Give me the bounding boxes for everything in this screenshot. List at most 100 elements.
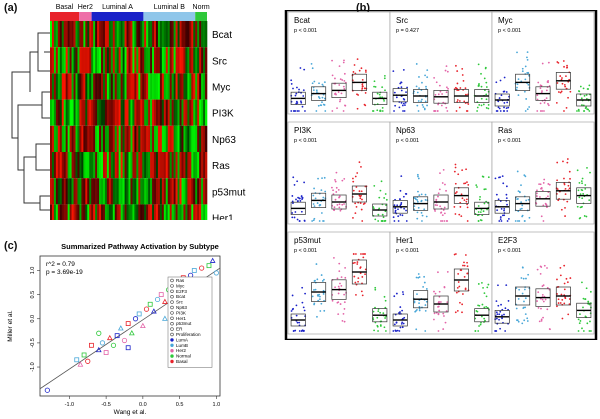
- box-point: [392, 330, 395, 332]
- box-point: [525, 199, 528, 202]
- box-point: [296, 110, 299, 112]
- box-point: [565, 106, 568, 109]
- box-point: [515, 88, 518, 91]
- box-point: [466, 265, 469, 268]
- x-tick-label: 0.0: [139, 402, 147, 408]
- box-point: [424, 193, 427, 196]
- box-point: [416, 104, 419, 107]
- box-point: [314, 279, 316, 282]
- box-point: [394, 207, 397, 210]
- legend-entry: Np63: [176, 305, 187, 310]
- box-point: [396, 329, 399, 332]
- box-point: [456, 309, 459, 312]
- box-point: [523, 90, 526, 93]
- box-point: [334, 180, 337, 183]
- scatter-r2: r^2 = 0.79: [46, 261, 75, 268]
- box-point: [321, 96, 324, 99]
- box-point: [475, 310, 478, 312]
- box-point: [454, 311, 457, 314]
- box-point: [399, 82, 402, 85]
- box-point: [498, 176, 500, 179]
- box-point: [295, 198, 297, 201]
- box-point: [341, 203, 344, 206]
- box-point: [295, 92, 298, 95]
- box-point: [360, 253, 362, 255]
- box-point: [291, 195, 294, 197]
- box-point: [438, 188, 441, 191]
- box-point: [342, 61, 345, 64]
- box-point: [559, 302, 562, 304]
- box-point: [433, 110, 435, 112]
- box: [433, 90, 449, 104]
- box-point: [583, 215, 586, 217]
- box-point: [503, 313, 505, 316]
- box-point: [364, 273, 366, 276]
- box-point: [576, 110, 578, 112]
- box-point: [506, 220, 509, 222]
- box-point: [338, 195, 341, 198]
- box-point: [541, 293, 544, 296]
- box-point: [397, 215, 400, 218]
- box-point: [401, 291, 404, 293]
- box-point: [418, 87, 420, 90]
- box-point: [460, 269, 463, 272]
- box-point: [383, 197, 386, 199]
- box-point: [334, 286, 336, 289]
- box-point: [343, 177, 346, 180]
- box-point: [339, 98, 342, 101]
- box-point: [495, 81, 498, 84]
- box-point: [418, 305, 421, 308]
- y-tick-label: -1.0: [30, 362, 36, 371]
- box-point: [585, 287, 588, 290]
- box-point: [394, 104, 397, 107]
- box-point: [424, 309, 427, 312]
- scatter-point: [213, 270, 219, 276]
- box-point: [341, 179, 344, 182]
- box-point: [317, 177, 319, 180]
- box-point: [521, 70, 524, 73]
- box-point: [546, 308, 549, 311]
- box-point: [568, 303, 571, 306]
- box-point: [586, 322, 589, 325]
- box-point: [364, 69, 367, 72]
- scatter-point: [191, 268, 197, 273]
- box-point: [376, 316, 379, 319]
- box-point: [498, 313, 501, 316]
- box-point: [564, 207, 566, 209]
- box-point: [577, 318, 580, 321]
- box-point: [434, 210, 436, 212]
- box-point: [526, 51, 529, 53]
- scatter-point: [99, 340, 106, 346]
- box-point: [579, 193, 582, 196]
- box-point: [539, 272, 542, 275]
- box-point: [421, 220, 423, 222]
- box-point: [560, 293, 563, 296]
- box-point: [291, 212, 294, 214]
- box-point: [495, 193, 498, 196]
- box-point: [426, 104, 428, 107]
- box-point: [563, 288, 566, 291]
- box-point: [417, 276, 420, 279]
- box-point: [310, 62, 313, 65]
- box-point: [483, 317, 486, 320]
- boxplot-title: Ras: [498, 126, 512, 135]
- box-point: [384, 210, 387, 213]
- box-point: [569, 90, 572, 93]
- box-point: [379, 189, 382, 192]
- box-point: [415, 276, 418, 279]
- box-point: [457, 273, 460, 275]
- box-point: [313, 187, 315, 190]
- box-point: [466, 261, 468, 264]
- box-point: [499, 79, 502, 82]
- box-point: [577, 108, 580, 111]
- box-point: [321, 83, 324, 86]
- box-point: [316, 315, 318, 318]
- box-point: [360, 290, 363, 293]
- box-point: [312, 89, 315, 92]
- box-point: [542, 300, 545, 303]
- box-point: [434, 204, 437, 206]
- box-point: [566, 281, 569, 284]
- box-point: [495, 317, 498, 320]
- box-point: [479, 219, 482, 221]
- box-point: [587, 88, 590, 90]
